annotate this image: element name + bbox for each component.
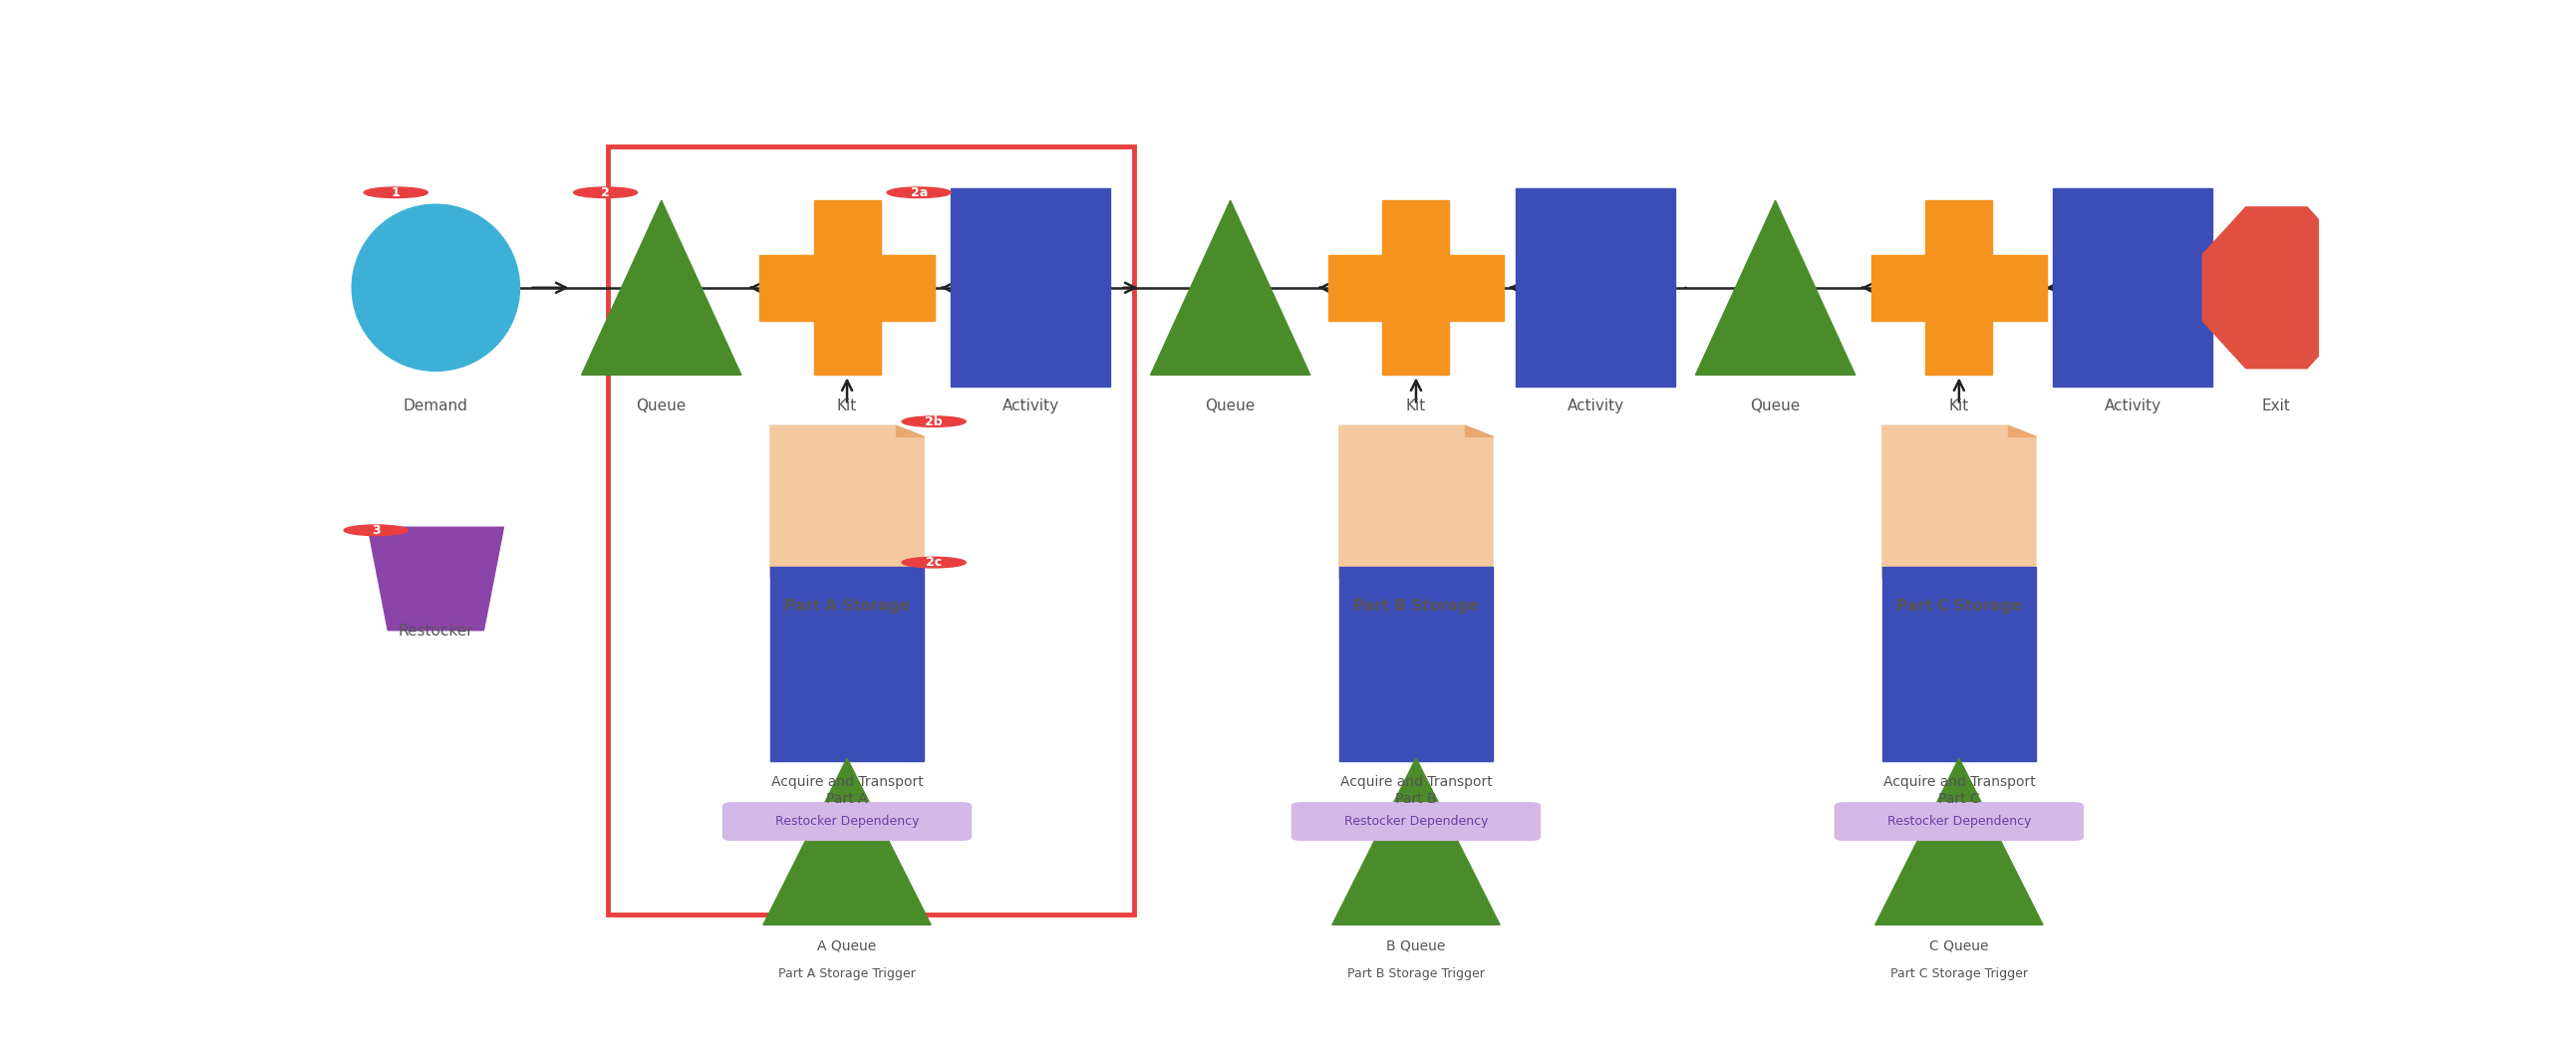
Polygon shape [1870, 201, 2048, 375]
Text: Restocker Dependency: Restocker Dependency [1888, 815, 2030, 828]
FancyBboxPatch shape [1515, 189, 1674, 386]
Ellipse shape [902, 416, 966, 427]
Polygon shape [368, 527, 505, 630]
FancyBboxPatch shape [1834, 802, 2084, 841]
FancyBboxPatch shape [1883, 567, 2035, 761]
Text: Demand: Demand [404, 399, 469, 414]
Text: A Queue: A Queue [817, 940, 876, 953]
Text: Kit: Kit [1406, 399, 1427, 414]
Text: Restocker Dependency: Restocker Dependency [775, 815, 920, 828]
Text: B Queue: B Queue [1386, 940, 1445, 953]
Polygon shape [760, 201, 935, 375]
FancyBboxPatch shape [726, 958, 969, 989]
Text: Activity: Activity [1002, 399, 1059, 414]
Polygon shape [1332, 758, 1499, 925]
Text: Kit: Kit [837, 399, 858, 414]
Text: Queue: Queue [1749, 399, 1801, 414]
Ellipse shape [345, 525, 407, 536]
Text: 2c: 2c [925, 555, 943, 569]
FancyBboxPatch shape [770, 567, 925, 761]
Polygon shape [1883, 425, 2035, 579]
Text: Activity: Activity [1566, 399, 1623, 414]
Polygon shape [1329, 201, 1504, 375]
FancyBboxPatch shape [1839, 958, 2079, 989]
Ellipse shape [353, 205, 520, 371]
Polygon shape [2202, 207, 2349, 369]
Text: 2: 2 [600, 186, 611, 200]
Text: Exit: Exit [2262, 399, 2290, 414]
Polygon shape [2009, 425, 2035, 437]
Polygon shape [1466, 425, 1494, 437]
Text: Queue: Queue [636, 399, 685, 414]
Text: Restocker Dependency: Restocker Dependency [1345, 815, 1489, 828]
Text: Queue: Queue [1206, 399, 1255, 414]
Text: Part C Storage: Part C Storage [1896, 598, 2022, 613]
FancyBboxPatch shape [951, 189, 1110, 386]
Text: Part A Storage: Part A Storage [783, 598, 909, 613]
Polygon shape [762, 758, 930, 925]
Text: Part B Storage Trigger: Part B Storage Trigger [1347, 967, 1484, 980]
Ellipse shape [902, 558, 966, 568]
Text: Part C Storage Trigger: Part C Storage Trigger [1891, 967, 2027, 980]
Ellipse shape [886, 187, 951, 197]
FancyBboxPatch shape [721, 802, 971, 841]
Ellipse shape [574, 187, 636, 197]
Polygon shape [1151, 201, 1311, 375]
Text: Activity: Activity [2105, 399, 2161, 414]
Text: Restocker: Restocker [399, 624, 474, 638]
Polygon shape [1875, 758, 2043, 925]
Text: 2a: 2a [909, 186, 927, 200]
Text: Part B Storage: Part B Storage [1352, 598, 1479, 613]
Polygon shape [1340, 425, 1494, 579]
Text: 1: 1 [392, 186, 399, 200]
Text: Acquire and Transport
Part A: Acquire and Transport Part A [770, 775, 922, 805]
Text: Acquire and Transport
Part B: Acquire and Transport Part B [1340, 775, 1492, 805]
Text: 3: 3 [371, 524, 381, 537]
FancyBboxPatch shape [1291, 802, 1540, 841]
Text: C Queue: C Queue [1929, 940, 1989, 953]
Polygon shape [582, 201, 742, 375]
Polygon shape [896, 425, 925, 437]
Polygon shape [770, 425, 925, 579]
FancyBboxPatch shape [1340, 567, 1494, 761]
FancyBboxPatch shape [2053, 189, 2213, 386]
Text: 2b: 2b [925, 415, 943, 428]
Text: Part A Storage Trigger: Part A Storage Trigger [778, 967, 914, 980]
FancyBboxPatch shape [1296, 958, 1538, 989]
Ellipse shape [363, 187, 428, 197]
Polygon shape [1695, 201, 1855, 375]
Text: Kit: Kit [1950, 399, 1968, 414]
Text: Acquire and Transport
Part C: Acquire and Transport Part C [1883, 775, 2035, 805]
